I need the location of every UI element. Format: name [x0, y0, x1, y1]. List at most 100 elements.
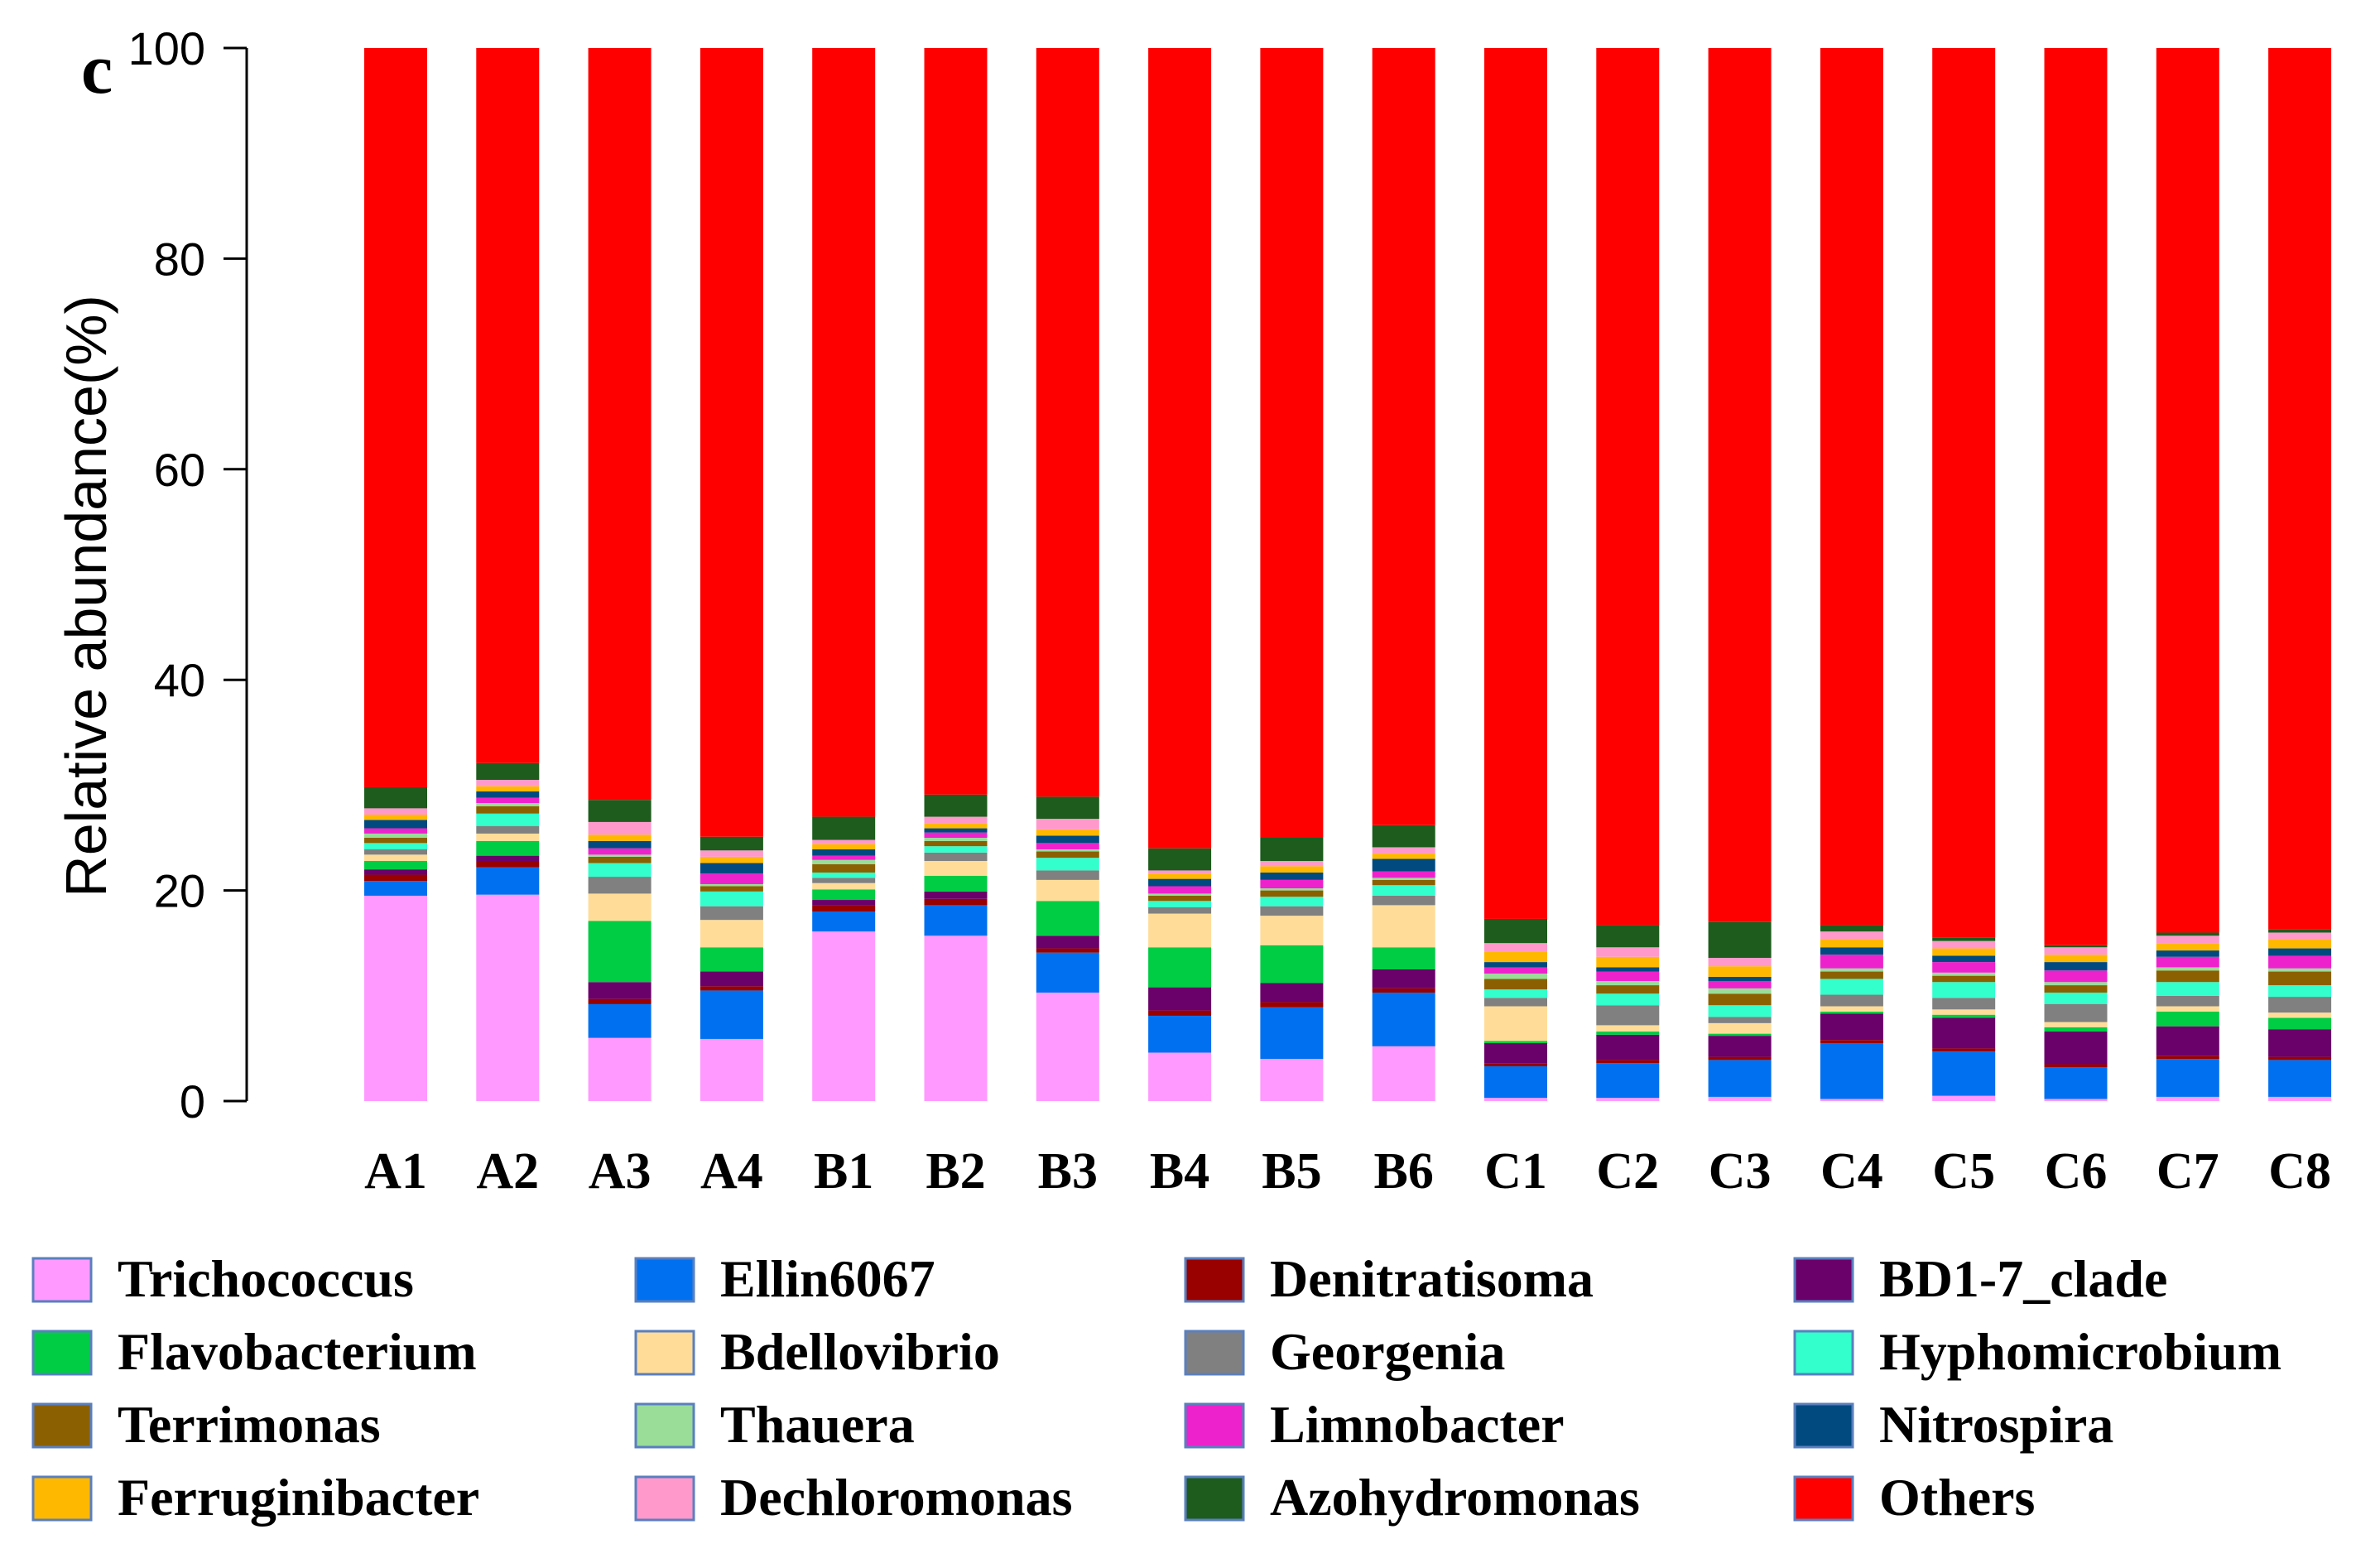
- bar-segment-terrimonas: [2156, 970, 2219, 983]
- bar-segment-trichococcus: [1820, 1099, 1883, 1101]
- bar-segment-terrimonas: [1708, 993, 1772, 1006]
- bar-segment-ellin6067: [364, 881, 427, 896]
- x-tick-label: C4: [1820, 1143, 1883, 1200]
- bar-segment-nitrospira: [2268, 948, 2332, 956]
- legend-swatch: [1184, 1257, 1245, 1303]
- bar-segment-bdellovibrio: [1148, 913, 1212, 948]
- bar-segment-dechloromonas: [1260, 860, 1324, 867]
- bar-segment-ferruginibacter: [1372, 854, 1435, 859]
- bar-segment-nitrospira: [1820, 947, 1883, 955]
- bar-segment-bdellovibrio: [1036, 879, 1099, 902]
- legend-label: Ellin6067: [720, 1249, 935, 1308]
- bar-segment-denitratisoma: [700, 986, 763, 991]
- bar-segment-ellin6067: [1260, 1007, 1324, 1060]
- bar-segment-terrimonas: [812, 863, 876, 873]
- bar-segment-dechloromonas: [476, 780, 540, 786]
- bar-segment-bd1-7-clade: [476, 855, 540, 861]
- bar-segment-thauera: [588, 854, 651, 857]
- legend-swatch: [31, 1402, 93, 1449]
- legend-swatch: [1793, 1330, 1854, 1376]
- bar-segment-dechloromonas: [1372, 847, 1435, 854]
- bar-segment-terrimonas: [1932, 975, 1996, 983]
- bar-segment-dechloromonas: [1148, 870, 1212, 874]
- bar-segment-denitratisoma: [1260, 1002, 1324, 1008]
- bar-segment-bdellovibrio: [1708, 1022, 1772, 1034]
- x-tick-label: A2: [476, 1143, 539, 1200]
- bar-segment-denitratisoma: [2268, 1056, 2332, 1060]
- bar-segment-terrimonas: [1820, 971, 1883, 979]
- bar-segment-denitratisoma: [2156, 1056, 2219, 1060]
- bar-segment-thauera: [1708, 988, 1772, 994]
- legend-swatch: [1184, 1330, 1245, 1376]
- bar-segment-nitrospira: [1372, 858, 1435, 872]
- bar-segment-azohydromonas: [1148, 848, 1212, 871]
- bar-segment-bdellovibrio: [1596, 1025, 1660, 1032]
- bar-segment-georgenia: [2156, 995, 2219, 1007]
- bar-segment-georgenia: [1148, 907, 1212, 914]
- y-tick-label: 80: [154, 233, 205, 285]
- bar-segment-flavobacterium: [1708, 1033, 1772, 1036]
- bar-segment-flavobacterium: [1260, 945, 1324, 983]
- bar-segment-bd1-7-clade: [1260, 983, 1324, 1003]
- x-axis: A1 A2 A3 A4 B1 B2 B3 B4 B5 B6 C1 C2 C3 C4 C5 C6 C7 C8: [364, 1143, 2331, 1200]
- bar-segment-ferruginibacter: [812, 844, 876, 849]
- bar-segment-ferruginibacter: [700, 856, 763, 863]
- bar-segment-thauera: [1148, 893, 1212, 896]
- bar-segment-ellin6067: [2044, 1067, 2108, 1099]
- x-tick-label: B5: [1262, 1143, 1321, 1200]
- bar-segment-thauera: [364, 833, 427, 838]
- bar-segment-hyphomicrobium: [700, 891, 763, 907]
- bar-segment-trichococcus: [588, 1037, 651, 1101]
- x-tick-label: C7: [2156, 1143, 2219, 1200]
- y-tick-label: 20: [154, 865, 205, 917]
- bars: [364, 48, 2332, 1101]
- bar-segment-denitratisoma: [812, 905, 876, 912]
- bar-segment-limnobacter: [812, 855, 876, 860]
- bar-segment-bd1-7-clade: [364, 869, 427, 875]
- bar-segment-azohydromonas: [924, 794, 988, 817]
- legend-item: Bdellovibrio: [634, 1322, 1000, 1381]
- bar-segment-limnobacter: [1708, 980, 1772, 988]
- bar-segment-hyphomicrobium: [2156, 982, 2219, 996]
- bar-segment-azohydromonas: [812, 816, 876, 840]
- legend-swatch: [1184, 1475, 1245, 1522]
- legend-item: Georgenia: [1184, 1322, 1505, 1381]
- legend-swatch: [634, 1402, 695, 1449]
- bar-stack-A3: [588, 48, 651, 1101]
- bar-segment-limnobacter: [1596, 971, 1660, 981]
- bar-segment-terrimonas: [364, 838, 427, 844]
- bar-segment-terrimonas: [1036, 851, 1099, 858]
- bar-stack-C5: [1932, 48, 1996, 1101]
- bar-segment-nitrospira: [364, 820, 427, 829]
- panel-label: c: [81, 29, 113, 108]
- x-tick-label: C8: [2268, 1143, 2331, 1200]
- bar-segment-others: [1932, 48, 1996, 938]
- y-tick-label: 100: [128, 22, 205, 75]
- bar-segment-dechloromonas: [1820, 931, 1883, 940]
- bar-segment-flavobacterium: [476, 840, 540, 856]
- bar-segment-dechloromonas: [2156, 935, 2219, 944]
- x-tick-label: B6: [1374, 1143, 1434, 1200]
- bar-segment-ellin6067: [1372, 992, 1435, 1046]
- bar-segment-limnobacter: [1260, 879, 1324, 889]
- legend-label: Terrimonas: [118, 1395, 381, 1454]
- x-tick-label: A3: [589, 1143, 651, 1200]
- bar-segment-bd1-7-clade: [1596, 1034, 1660, 1060]
- bar-stack-A1: [364, 48, 427, 1101]
- bar-segment-flavobacterium: [2044, 1027, 2108, 1032]
- bar-stack-B6: [1372, 48, 1435, 1101]
- bar-segment-dechloromonas: [812, 839, 876, 844]
- bar-stack-B2: [924, 48, 988, 1101]
- bar-segment-others: [1820, 48, 1883, 926]
- bar-stack-C2: [1596, 48, 1660, 1101]
- bar-segment-trichococcus: [700, 1038, 763, 1101]
- bar-segment-denitratisoma: [1372, 988, 1435, 993]
- bar-segment-trichococcus: [1932, 1095, 1996, 1101]
- bar-segment-ellin6067: [2156, 1059, 2219, 1097]
- bar-segment-thauera: [1820, 968, 1883, 972]
- bar-segment-denitratisoma: [1148, 1010, 1212, 1016]
- legend-item: Limnobacter: [1184, 1395, 1565, 1454]
- bar-segment-azohydromonas: [1820, 925, 1883, 932]
- bar-segment-azohydromonas: [2156, 932, 2219, 936]
- bar-segment-trichococcus: [1708, 1096, 1772, 1101]
